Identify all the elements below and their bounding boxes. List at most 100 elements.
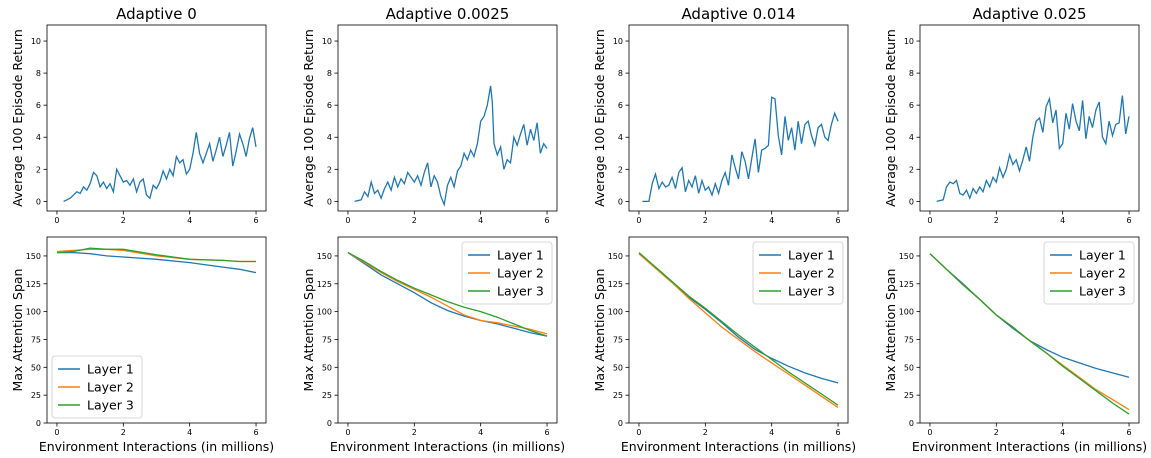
plot-frame	[919, 236, 1140, 424]
legend-box	[1043, 241, 1135, 305]
y-tick-label: 0	[327, 197, 332, 206]
y-tick-label: 2	[909, 165, 914, 174]
y-tick-label: 6	[618, 101, 623, 110]
chart-title: Adaptive 0.0025	[386, 5, 510, 23]
plot-frame	[337, 236, 558, 424]
legend-label: Layer 3	[497, 284, 544, 299]
y-tick-label: 100	[608, 308, 623, 317]
y-axis-label: Max Attention Span	[301, 269, 316, 392]
y-tick-label: 6	[327, 101, 332, 110]
legend-label: Layer 1	[497, 248, 544, 263]
x-tick-label: 0	[345, 216, 350, 225]
y-axis-label: Average 100 Episode Return	[592, 29, 607, 207]
legend-label: Layer 1	[1079, 248, 1126, 263]
y-tick-label: 75	[904, 335, 914, 344]
chart-panel: Adaptive 0.0025 0 2 4 6 0 2 4 6 8 10 Average 100 Ep…	[301, 5, 558, 225]
y-tick-label: 150	[608, 252, 623, 261]
x-tick-label: 2	[121, 428, 126, 437]
y-axis-label: Average 100 Episode Return	[301, 29, 316, 207]
x-tick-label: 4	[769, 428, 774, 437]
x-tick-label: 0	[927, 428, 932, 437]
y-tick-label: 25	[31, 391, 41, 400]
y-tick-label: 2	[36, 165, 41, 174]
y-tick-label: 10	[31, 37, 41, 46]
y-tick-label: 4	[618, 133, 623, 142]
y-tick-label: 8	[618, 69, 623, 78]
y-tick-label: 8	[327, 69, 332, 78]
series-line-layer-2	[638, 253, 839, 408]
x-tick-label: 2	[703, 428, 708, 437]
x-tick-label: 0	[54, 428, 59, 437]
plot-frame	[628, 24, 849, 212]
y-tick-label: 6	[36, 101, 41, 110]
y-tick-label: 75	[322, 335, 332, 344]
y-axis-label: Average 100 Episode Return	[883, 29, 898, 207]
legend-box	[461, 241, 553, 305]
y-tick-label: 100	[899, 308, 914, 317]
series-line-return	[354, 85, 548, 207]
x-axis-label: Environment Interactions (in millions)	[39, 439, 274, 454]
y-tick-label: 8	[36, 69, 41, 78]
y-tick-label: 125	[899, 280, 914, 289]
y-tick-label: 150	[26, 252, 41, 261]
legend-label: Layer 1	[87, 362, 134, 377]
y-tick-label: 125	[26, 280, 41, 289]
x-tick-label: 6	[544, 428, 549, 437]
y-tick-label: 10	[904, 37, 914, 46]
y-tick-label: 100	[26, 308, 41, 317]
series-line-layer-3	[56, 247, 256, 263]
legend: Layer 1 Layer 2 Layer 3	[1043, 241, 1135, 305]
y-tick-label: 125	[608, 280, 623, 289]
series-line-return	[63, 127, 257, 202]
series-line-layer-1	[347, 252, 548, 337]
x-tick-label: 2	[412, 216, 417, 225]
y-tick-label: 150	[899, 252, 914, 261]
x-tick-label: 6	[544, 216, 549, 225]
legend-box	[752, 241, 844, 305]
legend-label: Layer 2	[87, 380, 134, 395]
x-tick-label: 4	[478, 216, 483, 225]
plot-frame	[628, 236, 849, 424]
y-tick-label: 4	[909, 133, 914, 142]
y-tick-label: 0	[327, 419, 332, 428]
x-tick-label: 6	[835, 216, 840, 225]
y-tick-label: 8	[909, 69, 914, 78]
y-tick-label: 0	[36, 197, 41, 206]
legend: Layer 1 Layer 2 Layer 3	[752, 241, 844, 305]
x-tick-label: 6	[1126, 216, 1131, 225]
legend-label: Layer 2	[497, 266, 544, 281]
x-axis-label: Environment Interactions (in millions)	[912, 439, 1147, 454]
legend-label: Layer 3	[87, 398, 134, 413]
x-tick-label: 6	[253, 216, 258, 225]
y-tick-label: 150	[317, 252, 332, 261]
x-tick-label: 0	[636, 216, 641, 225]
plot-frame	[46, 24, 267, 212]
x-tick-label: 0	[54, 216, 59, 225]
legend-label: Layer 2	[788, 266, 835, 281]
legend: Layer 1 Layer 2 Layer 3	[461, 241, 553, 305]
series-line-return	[642, 96, 839, 203]
y-tick-label: 50	[613, 363, 623, 372]
legend-box	[51, 355, 143, 419]
y-tick-label: 0	[618, 197, 623, 206]
chart-title: Adaptive 0	[116, 5, 197, 23]
x-tick-label: 6	[1126, 428, 1131, 437]
y-tick-label: 25	[322, 391, 332, 400]
y-tick-label: 50	[322, 363, 332, 372]
y-tick-label: 25	[904, 391, 914, 400]
y-tick-label: 6	[909, 101, 914, 110]
series-line-layer-3	[638, 252, 839, 406]
series-line-layer-3	[347, 252, 548, 337]
legend-label: Layer 3	[788, 284, 835, 299]
series-line-layer-3	[929, 253, 1130, 415]
y-tick-label: 0	[618, 419, 623, 428]
series-line-layer-1	[57, 251, 257, 274]
y-tick-label: 100	[317, 308, 332, 317]
plot-frame	[337, 24, 558, 212]
legend-label: Layer 2	[1079, 266, 1126, 281]
x-tick-label: 4	[478, 428, 483, 437]
legend: Layer 1 Layer 2 Layer 3	[51, 355, 143, 419]
